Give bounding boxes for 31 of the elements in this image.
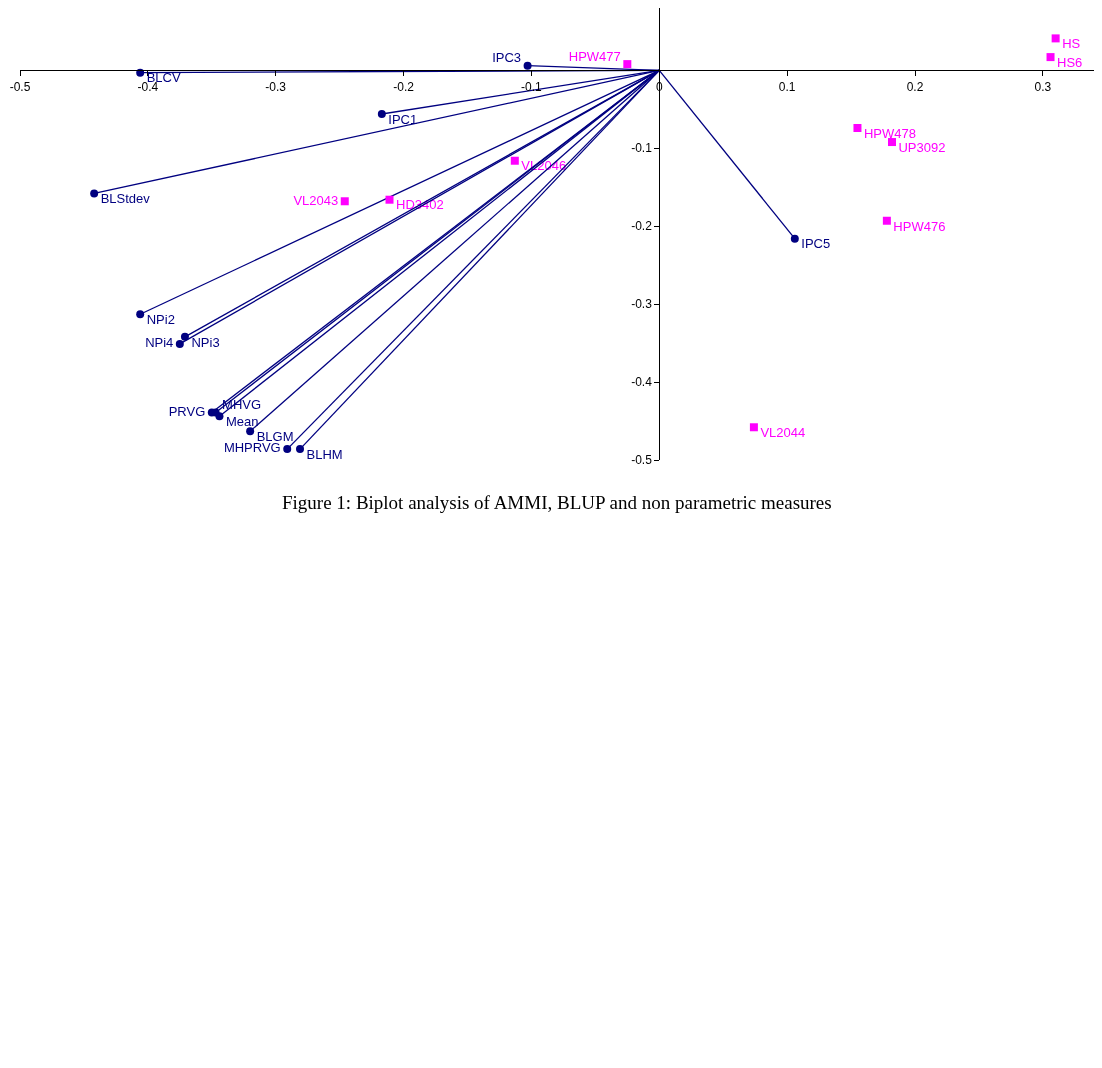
y-tick-label: -0.3 [631,297,653,312]
caption: Figure 1: Biplot analysis of AMMI, BLUP and non parametric measures [282,492,832,513]
x-tick-label: -0.2 [393,79,415,94]
data-label: BLHM [300,446,343,462]
data-label: PRVG [168,403,212,419]
data-label: VL2043 [293,192,345,208]
data-label: Mean [219,414,259,430]
data-label: UP3092 [891,139,946,155]
data-label: IPC1 [381,111,418,127]
data-label: NPi2 [140,312,175,328]
x-tick-label: 0.3 [1034,79,1052,94]
data-label: HS6 [1050,54,1083,70]
data-label: VL2044 [753,425,806,441]
y-tick-label: -0.4 [631,375,653,390]
data-label: HS [1055,36,1081,52]
x-tick-label: -0.3 [265,79,287,94]
data-label: BLStdev [94,191,151,207]
x-tick-label: 0.1 [778,79,796,94]
y-tick-label: -0.5 [631,453,653,468]
x-tick-label: 0.2 [906,79,924,94]
data-label: NPi3 [184,334,220,350]
data-label: HPW478 [857,125,916,141]
x-tick-label: -0.5 [9,79,31,94]
data-label: IPC5 [794,236,831,252]
x-tick-label: -0.1 [521,79,543,94]
data-label: NPi4 [145,335,180,351]
data-label: HPW476 [886,218,946,234]
y-tick-label: -0.2 [631,219,653,234]
y-tick-label: -0.1 [631,141,653,156]
data-label: HPW477 [568,48,628,64]
data-label: IPC3 [492,50,528,66]
